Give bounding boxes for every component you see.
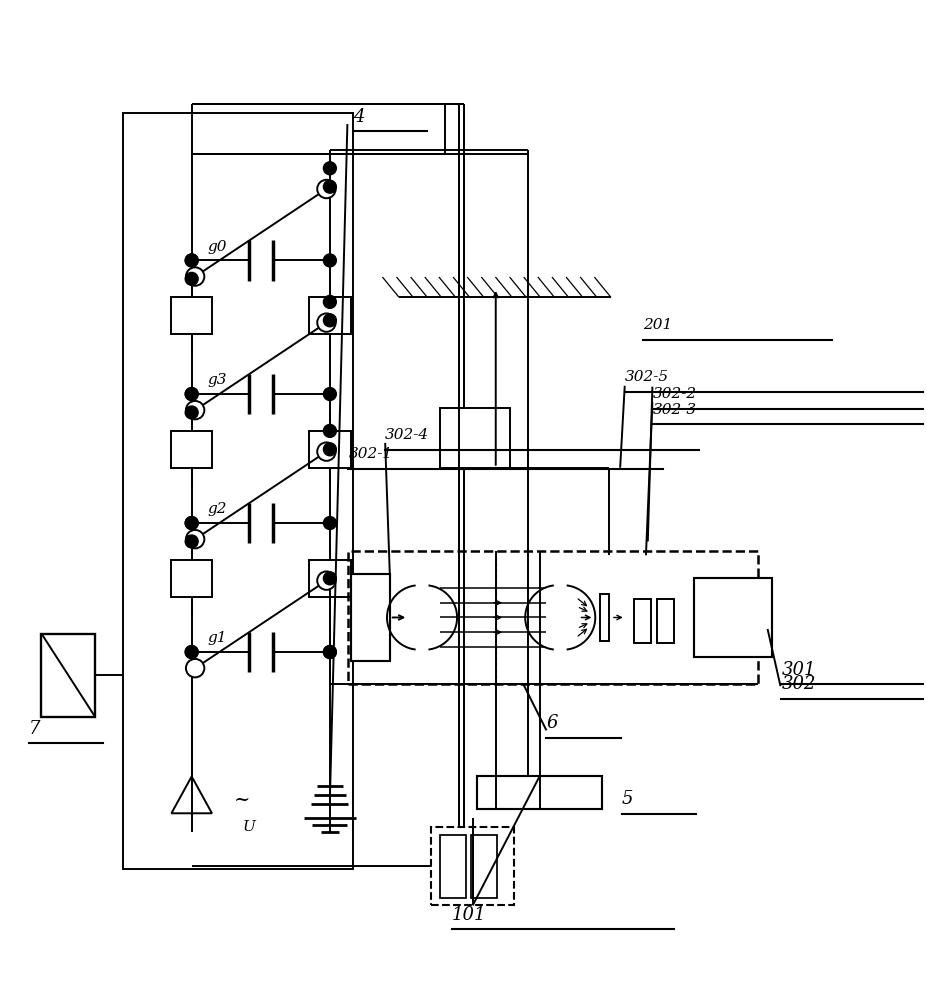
Circle shape <box>185 254 198 267</box>
Circle shape <box>317 313 336 332</box>
Text: ~: ~ <box>235 790 250 808</box>
Text: 302-1: 302-1 <box>349 447 392 461</box>
Circle shape <box>324 295 337 308</box>
Circle shape <box>324 443 337 456</box>
Circle shape <box>324 162 337 175</box>
Circle shape <box>185 406 198 419</box>
Bar <box>471 835 497 898</box>
Text: 4: 4 <box>353 108 364 126</box>
Bar <box>42 634 95 717</box>
Bar <box>171 297 212 334</box>
Text: 6: 6 <box>546 714 558 732</box>
Text: 302-2: 302-2 <box>653 387 696 401</box>
Text: 5: 5 <box>622 790 633 808</box>
Circle shape <box>185 646 198 658</box>
Circle shape <box>185 388 198 400</box>
Text: g2: g2 <box>208 502 227 516</box>
Bar <box>634 599 651 643</box>
Text: g3: g3 <box>208 373 227 387</box>
Bar <box>431 827 514 905</box>
Circle shape <box>186 401 204 419</box>
Text: 201: 201 <box>643 318 672 332</box>
Bar <box>694 578 772 657</box>
Circle shape <box>324 180 337 193</box>
Text: 302-5: 302-5 <box>625 370 669 384</box>
Circle shape <box>185 272 198 285</box>
Bar <box>171 431 212 468</box>
Text: 302: 302 <box>781 675 816 693</box>
Bar <box>440 408 510 468</box>
Text: 7: 7 <box>29 720 40 738</box>
Bar <box>171 560 212 597</box>
Circle shape <box>324 424 337 437</box>
Circle shape <box>324 388 337 400</box>
Bar <box>351 574 389 661</box>
Circle shape <box>185 517 198 529</box>
Bar <box>122 113 353 869</box>
Text: 101: 101 <box>451 906 486 924</box>
Circle shape <box>185 388 198 400</box>
Circle shape <box>324 646 337 658</box>
Circle shape <box>186 267 204 286</box>
Circle shape <box>185 535 198 548</box>
Circle shape <box>324 254 337 267</box>
Text: g0: g0 <box>208 240 227 254</box>
Circle shape <box>186 530 204 548</box>
Bar <box>310 297 350 334</box>
Bar <box>657 599 674 643</box>
Bar <box>440 835 466 898</box>
Bar <box>477 776 602 809</box>
Text: g1: g1 <box>208 631 227 645</box>
Circle shape <box>324 517 337 529</box>
Circle shape <box>324 314 337 327</box>
Bar <box>310 560 350 597</box>
Circle shape <box>185 254 198 267</box>
Text: 302-3: 302-3 <box>653 403 696 417</box>
Text: U: U <box>242 820 255 834</box>
Circle shape <box>185 646 198 658</box>
Circle shape <box>324 572 337 585</box>
Circle shape <box>317 180 336 198</box>
Text: 301: 301 <box>781 661 816 679</box>
Circle shape <box>317 571 336 590</box>
Text: 302-4: 302-4 <box>386 428 429 442</box>
Bar <box>349 551 758 684</box>
Circle shape <box>185 517 198 529</box>
Circle shape <box>324 646 337 658</box>
Bar <box>310 431 350 468</box>
Bar <box>600 594 609 641</box>
Circle shape <box>317 442 336 461</box>
Circle shape <box>186 659 204 677</box>
